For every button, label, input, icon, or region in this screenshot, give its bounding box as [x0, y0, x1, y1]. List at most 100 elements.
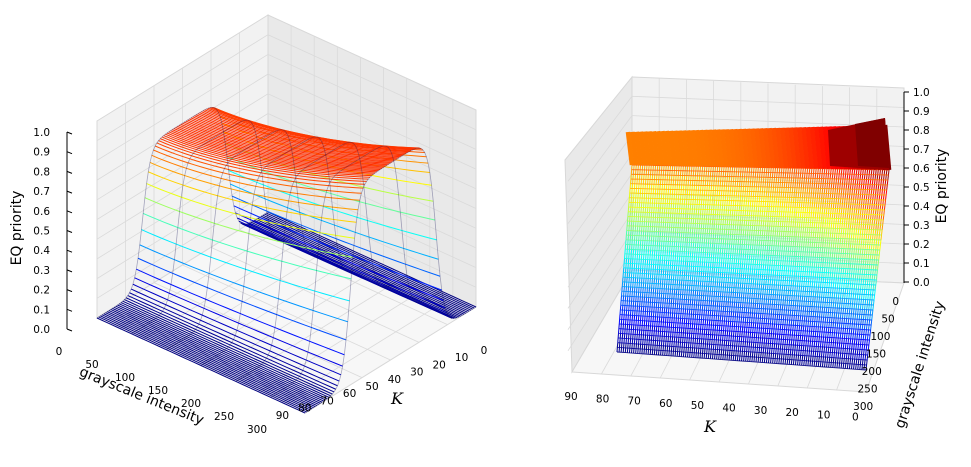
right-mesh-line [621, 290, 874, 306]
left-mesh-line [160, 138, 369, 180]
right-mesh-line [617, 342, 868, 361]
left-mesh-line [184, 121, 393, 163]
left-mesh-line [108, 310, 318, 406]
left-mesh-line [98, 316, 307, 413]
right-ztick-label: 0.2 [913, 239, 930, 251]
left-zlabel: EQ priority [9, 191, 25, 266]
right-mesh-line [630, 178, 888, 186]
left-mesh-line [166, 129, 338, 351]
right-mesh-line [625, 244, 880, 256]
right-mesh-line [621, 286, 623, 296]
right-grid-line [567, 134, 633, 224]
right-ztick-label: 0.0 [913, 277, 930, 289]
left-ztick-label: 0.9 [33, 147, 50, 159]
left-mesh-line [131, 119, 303, 335]
right-mesh-line [627, 225, 882, 236]
left-mesh-line [141, 229, 350, 302]
right-plateau-strip [741, 128, 750, 168]
right-mesh-line [628, 201, 885, 211]
right-ztick-label: 0.7 [913, 144, 930, 156]
right-grid-line [567, 231, 633, 330]
right-plateau-strip [805, 126, 815, 169]
left-mesh-line [107, 311, 316, 408]
right-plateau-strip [762, 128, 772, 168]
right-plateau-strip [698, 129, 708, 167]
left-ytick-label: 10 [455, 352, 468, 364]
right-mesh-line [619, 314, 871, 331]
left-mesh-line [156, 142, 365, 185]
right-surface-mesh [616, 118, 892, 371]
right-plateau-strip [625, 131, 635, 166]
right-xlabel: K [703, 417, 717, 436]
left-ylabel: K [390, 389, 404, 408]
left-ytick-label: 0 [481, 345, 488, 357]
left-mesh-line [134, 277, 343, 367]
left-mesh-line [127, 295, 336, 390]
left-mesh-line [182, 122, 391, 164]
right-mesh-line [616, 351, 867, 371]
left-mesh-line [161, 136, 370, 178]
right-xtick-label: 10 [817, 409, 830, 421]
left-mesh-line [178, 124, 388, 166]
right-xtick-label: 80 [596, 393, 609, 405]
right-xtick-label: 30 [754, 405, 767, 417]
left-mesh-line [149, 161, 359, 211]
right-ytick-label: 50 [881, 314, 894, 326]
left-mesh-line [238, 220, 448, 314]
left-ztick-label: 0.4 [33, 245, 50, 257]
left-ztick [66, 131, 73, 135]
left-mesh-line [122, 300, 331, 397]
left-mesh-line [166, 132, 376, 174]
left-mesh-line [270, 145, 442, 398]
right-plateau-strip [647, 131, 656, 166]
right-ytick-label: 150 [866, 349, 886, 361]
right-plateau-strip [788, 127, 798, 169]
left-mesh-line [237, 217, 446, 309]
left-mesh-line [197, 113, 406, 155]
right-xtick-label: 60 [659, 398, 672, 410]
right-mesh-line [621, 300, 873, 316]
right-plateau-strip [715, 129, 725, 167]
left-mesh-line [129, 292, 338, 387]
right-xtick-label: 20 [786, 407, 799, 419]
right-ztick-label: 1.0 [913, 87, 930, 99]
left-surface-mesh [96, 106, 477, 414]
left-mesh-line [231, 195, 441, 277]
right-ytick-label: 0 [892, 296, 899, 308]
left-mesh-line [130, 288, 340, 382]
right-ylabel: grayscale intensity [892, 299, 948, 430]
left-ztick [66, 249, 73, 253]
left-mesh-line [151, 154, 360, 201]
right-mesh-line [618, 328, 869, 346]
right-plateau-strip [629, 131, 639, 166]
right-ztick-label: 0.8 [913, 125, 930, 137]
left-xtick-label: 300 [247, 424, 267, 436]
left-mesh-line [100, 315, 309, 412]
left-xlabel: grayscale intensity [77, 364, 206, 429]
left-mesh-line [195, 114, 405, 156]
left-mesh-line [168, 131, 377, 173]
left-mesh-line [190, 117, 400, 159]
right-ytick-label: 100 [870, 331, 890, 343]
left-mesh-line [125, 297, 335, 393]
right-mesh-line [619, 318, 871, 336]
right-plateau-strip [797, 127, 806, 169]
left-ytick-label: 80 [298, 403, 311, 415]
right-mesh-line [622, 276, 876, 291]
left-mesh-line [187, 119, 396, 161]
right-plateau-strip [689, 129, 699, 167]
left-ytick-label: 60 [343, 388, 356, 400]
left-ztick [66, 151, 73, 155]
right-plateau-strip [775, 127, 785, 169]
right-mesh-line [618, 337, 868, 356]
right-plateau-strip [724, 129, 733, 168]
right-plateau-strip [822, 126, 832, 170]
left-mesh-line [304, 147, 477, 414]
left-mesh-line [209, 107, 418, 149]
left-ytick-label: 20 [433, 359, 446, 371]
right-ytick-label: 200 [862, 366, 882, 378]
left-mesh-line [113, 306, 323, 403]
left-mesh-line [199, 112, 408, 154]
right-mesh-line [624, 262, 877, 276]
left-grid-line [182, 264, 391, 361]
